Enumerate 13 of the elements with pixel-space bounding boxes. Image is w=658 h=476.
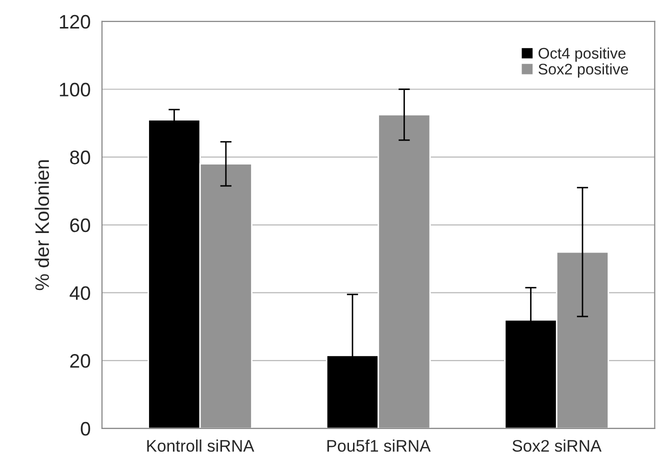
y-axis-title: % der Kolonien — [34, 160, 50, 290]
y-tick-label: 20 — [70, 354, 90, 368]
legend-label: Oct4 positive — [538, 47, 626, 62]
x-tick-label: Sox2 siRNA — [512, 440, 602, 452]
y-tick-label: 120 — [60, 14, 90, 29]
legend-label: Sox2 positive — [538, 63, 628, 78]
y-tick-label: 100 — [60, 82, 90, 96]
x-tick-label: Kontroll siRNA — [147, 440, 254, 452]
y-tick-label: 60 — [70, 218, 90, 232]
y-tick-label: 40 — [70, 286, 90, 300]
x-tick-label: Pou5f1 siRNA — [327, 440, 431, 452]
y-tick-label: 80 — [70, 150, 90, 164]
y-tick-label: 0 — [80, 422, 90, 436]
